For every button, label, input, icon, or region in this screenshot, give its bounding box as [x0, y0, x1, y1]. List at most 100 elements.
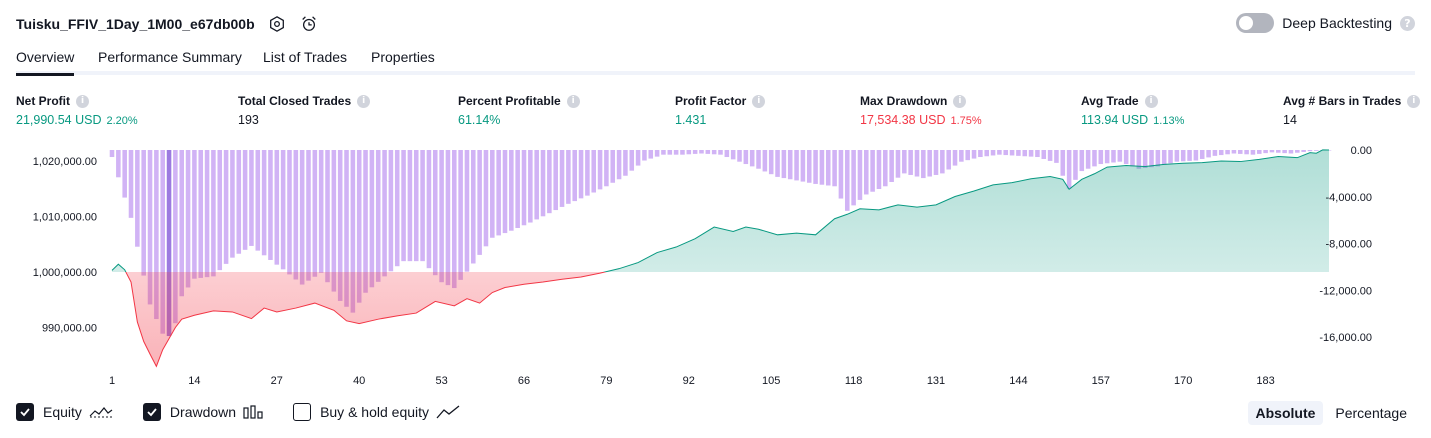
tab-bar: Overview Performance Summary List of Tra…	[16, 45, 1415, 76]
drawdown-bar	[756, 150, 761, 169]
drawdown-bar	[1035, 150, 1040, 158]
drawdown-bar	[1079, 150, 1085, 172]
drawdown-bar	[1142, 150, 1148, 168]
drawdown-bar	[667, 150, 673, 155]
info-icon[interactable]: i	[76, 94, 89, 108]
percentage-mode-button[interactable]: Percentage	[1335, 405, 1407, 421]
drawdown-bar	[1225, 150, 1230, 155]
right-axis-tick-label: 0.00	[1351, 145, 1372, 157]
drawdown-bar	[1022, 150, 1028, 157]
drawdown-bar	[540, 150, 546, 217]
drawdown-bar	[350, 150, 356, 313]
info-icon[interactable]: i	[566, 94, 580, 108]
metric-value: 193	[238, 113, 259, 127]
drawdown-bar	[521, 150, 527, 226]
drawdown-bar	[1269, 150, 1275, 153]
tab-overview[interactable]: Overview	[16, 49, 75, 76]
drawdown-bar	[192, 150, 197, 279]
metric-value: 113.94 USD	[1081, 113, 1149, 127]
absolute-mode-button[interactable]: Absolute	[1247, 401, 1324, 425]
info-icon[interactable]: i	[1407, 94, 1421, 108]
drawdown-bar	[128, 150, 134, 218]
drawdown-bar	[1149, 150, 1154, 168]
right-axis-tick-label: -12,000.00	[1319, 285, 1372, 297]
drawdown-bar	[407, 150, 413, 262]
left-axis-tick-label: 1,020,000.00	[33, 156, 97, 168]
legend-label: Buy & hold equity	[320, 404, 430, 420]
drawdown-bar	[959, 150, 964, 162]
drawdown-bar	[1016, 150, 1021, 156]
equity-drawdown-chart[interactable]: 1,020,000.00 1,010,000.00 1,000,000.00 990,…	[0, 140, 1431, 395]
drawdown-bar	[280, 150, 286, 270]
drawdown-bar	[1301, 150, 1306, 152]
metric-percent-profitable: Percent Profitable i 61.14%	[458, 94, 580, 127]
drawdown-bar	[1003, 150, 1009, 156]
drawdown-bar	[1180, 150, 1186, 162]
drawdown-bar	[597, 150, 603, 190]
drawdown-bar	[141, 150, 146, 276]
drawdown-bar	[331, 150, 337, 292]
drawdown-bar	[1250, 150, 1256, 155]
tab-properties[interactable]: Properties	[371, 49, 435, 65]
drawdown-bar	[730, 150, 736, 160]
chart-legend: Equity Drawdown Buy & hold equity	[16, 403, 490, 421]
drawdown-bar	[230, 150, 235, 258]
drawdown-bar	[768, 150, 774, 175]
equity-checkbox[interactable]	[16, 403, 34, 421]
alarm-clock-add-icon[interactable]	[299, 14, 319, 34]
drawdown-bar	[1231, 150, 1237, 154]
drawdown-bar	[591, 150, 597, 193]
tab-performance-summary[interactable]: Performance Summary	[98, 49, 242, 65]
drawdown-bar	[743, 150, 749, 165]
drawdown-bar	[559, 150, 565, 207]
drawdown-checkbox[interactable]	[142, 403, 161, 421]
drawdown-bar	[1117, 150, 1123, 162]
drawdown-bar	[1161, 150, 1167, 165]
left-axis-tick-label: 1,000,000.00	[33, 267, 97, 279]
drawdown-bar	[635, 150, 641, 166]
drawdown-bar	[1187, 150, 1192, 161]
drawdown-bar	[927, 150, 932, 177]
drawdown-bar	[642, 150, 647, 161]
tab-list-of-trades[interactable]: List of Trades	[263, 49, 348, 65]
drawdown-bar	[204, 150, 210, 278]
buy-hold-checkbox[interactable]	[293, 403, 312, 421]
drawdown-bar	[1174, 150, 1180, 162]
buy-hold-line-icon	[436, 404, 460, 420]
drawdown-bar	[699, 150, 704, 154]
x-axis-tick-label: 66	[518, 375, 530, 387]
metric-value: 1.431	[675, 113, 707, 127]
help-icon[interactable]: ?	[1400, 15, 1415, 31]
drawdown-bar	[1206, 150, 1211, 158]
x-axis-tick-label: 157	[1092, 375, 1110, 387]
drawdown-bar	[902, 150, 907, 174]
info-icon[interactable]: i	[752, 94, 766, 108]
drawdown-bar	[775, 150, 780, 177]
drawdown-bar	[566, 150, 571, 204]
drawdown-bar	[382, 150, 387, 277]
metric-label: Percent Profitable	[458, 94, 561, 108]
drawdown-bar	[528, 150, 533, 223]
gear-icon[interactable]	[267, 14, 287, 34]
legend-drawdown[interactable]: Drawdown	[142, 403, 263, 421]
drawdown-bar	[604, 150, 609, 187]
metric-net-profit: Net Profit i 21,990.54 USD 2.20%	[16, 94, 138, 127]
drawdown-bars-icon	[243, 404, 263, 420]
metric-total-closed-trades: Total Closed Trades i 193	[238, 94, 371, 127]
drawdown-bar	[572, 150, 577, 202]
drawdown-bar	[464, 150, 470, 272]
drawdown-bar	[1092, 150, 1097, 167]
info-icon[interactable]: i	[953, 94, 967, 108]
drawdown-bar	[724, 150, 730, 158]
metric-percent: 1.13%	[1153, 115, 1185, 127]
info-icon[interactable]: i	[357, 94, 371, 108]
metric-value: 14	[1283, 113, 1297, 127]
drawdown-bar	[832, 150, 837, 187]
drawdown-bar	[401, 150, 406, 262]
deep-backtesting-toggle[interactable]	[1236, 13, 1275, 33]
drawdown-bar	[610, 150, 616, 183]
legend-buy-hold[interactable]: Buy & hold equity	[293, 403, 460, 421]
drawdown-bar	[781, 150, 787, 179]
legend-equity[interactable]: Equity	[16, 403, 113, 421]
info-icon[interactable]: i	[1144, 94, 1158, 108]
